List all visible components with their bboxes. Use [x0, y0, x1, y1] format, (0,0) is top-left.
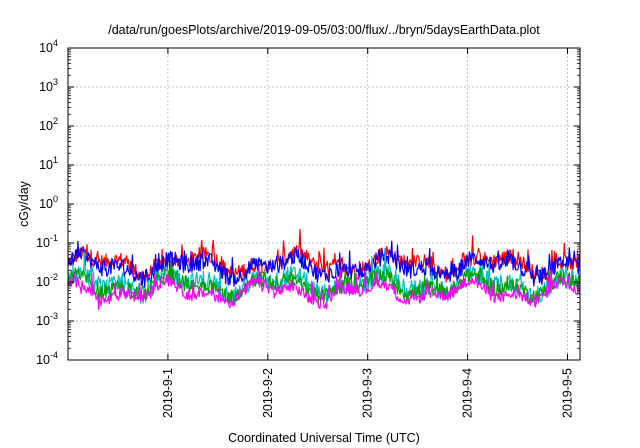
x-tick-label: 2019-9-2 — [261, 368, 275, 418]
y-tick-exponent: 0 — [53, 194, 58, 204]
x-tick-label: 2019-9-3 — [361, 368, 375, 418]
y-tick-label: 101 — [39, 155, 58, 172]
x-axis-ticks: 2019-9-1 2019-9-2 2019-9-3 2019-9-4 2019-9-5 — [161, 48, 575, 418]
y-tick-label: 100 — [39, 194, 58, 211]
y-tick-exponent: -3 — [50, 311, 58, 321]
series-line-5 — [67, 266, 581, 310]
y-tick-exponent: 4 — [53, 38, 58, 48]
y-tick-label: 102 — [39, 116, 58, 133]
y-tick-label: 10-4 — [36, 350, 58, 367]
y-tick-label: 104 — [39, 38, 58, 55]
x-tick-label: 2019-9-5 — [561, 368, 575, 418]
y-axis-label: cGy/day — [17, 180, 31, 227]
y-tick-exponent: -1 — [50, 233, 58, 243]
y-tick-exponent: 1 — [53, 155, 58, 165]
y-tick-exponent: 2 — [53, 116, 58, 126]
data-series — [67, 228, 581, 310]
y-tick-exponent: -4 — [50, 350, 58, 360]
y-tick-exponent: -2 — [50, 272, 58, 282]
y-tick-exponent: 3 — [53, 77, 58, 87]
y-tick-label: 10-3 — [36, 311, 58, 328]
y-tick-label: 10-2 — [36, 272, 58, 289]
x-axis-label: Coordinated Universal Time (UTC) — [228, 431, 420, 445]
x-tick-label: 2019-9-4 — [461, 368, 475, 418]
y-tick-label: 10-1 — [36, 233, 58, 250]
series-line-1 — [67, 228, 581, 283]
x-tick-label: 2019-9-1 — [161, 368, 175, 418]
series-line-2 — [67, 240, 581, 288]
series-line-3 — [67, 248, 581, 305]
y-tick-label: 103 — [39, 77, 58, 94]
chart-title: /data/run/goesPlots/archive/2019-09-05/0… — [108, 23, 540, 37]
grid-lines — [68, 48, 580, 360]
